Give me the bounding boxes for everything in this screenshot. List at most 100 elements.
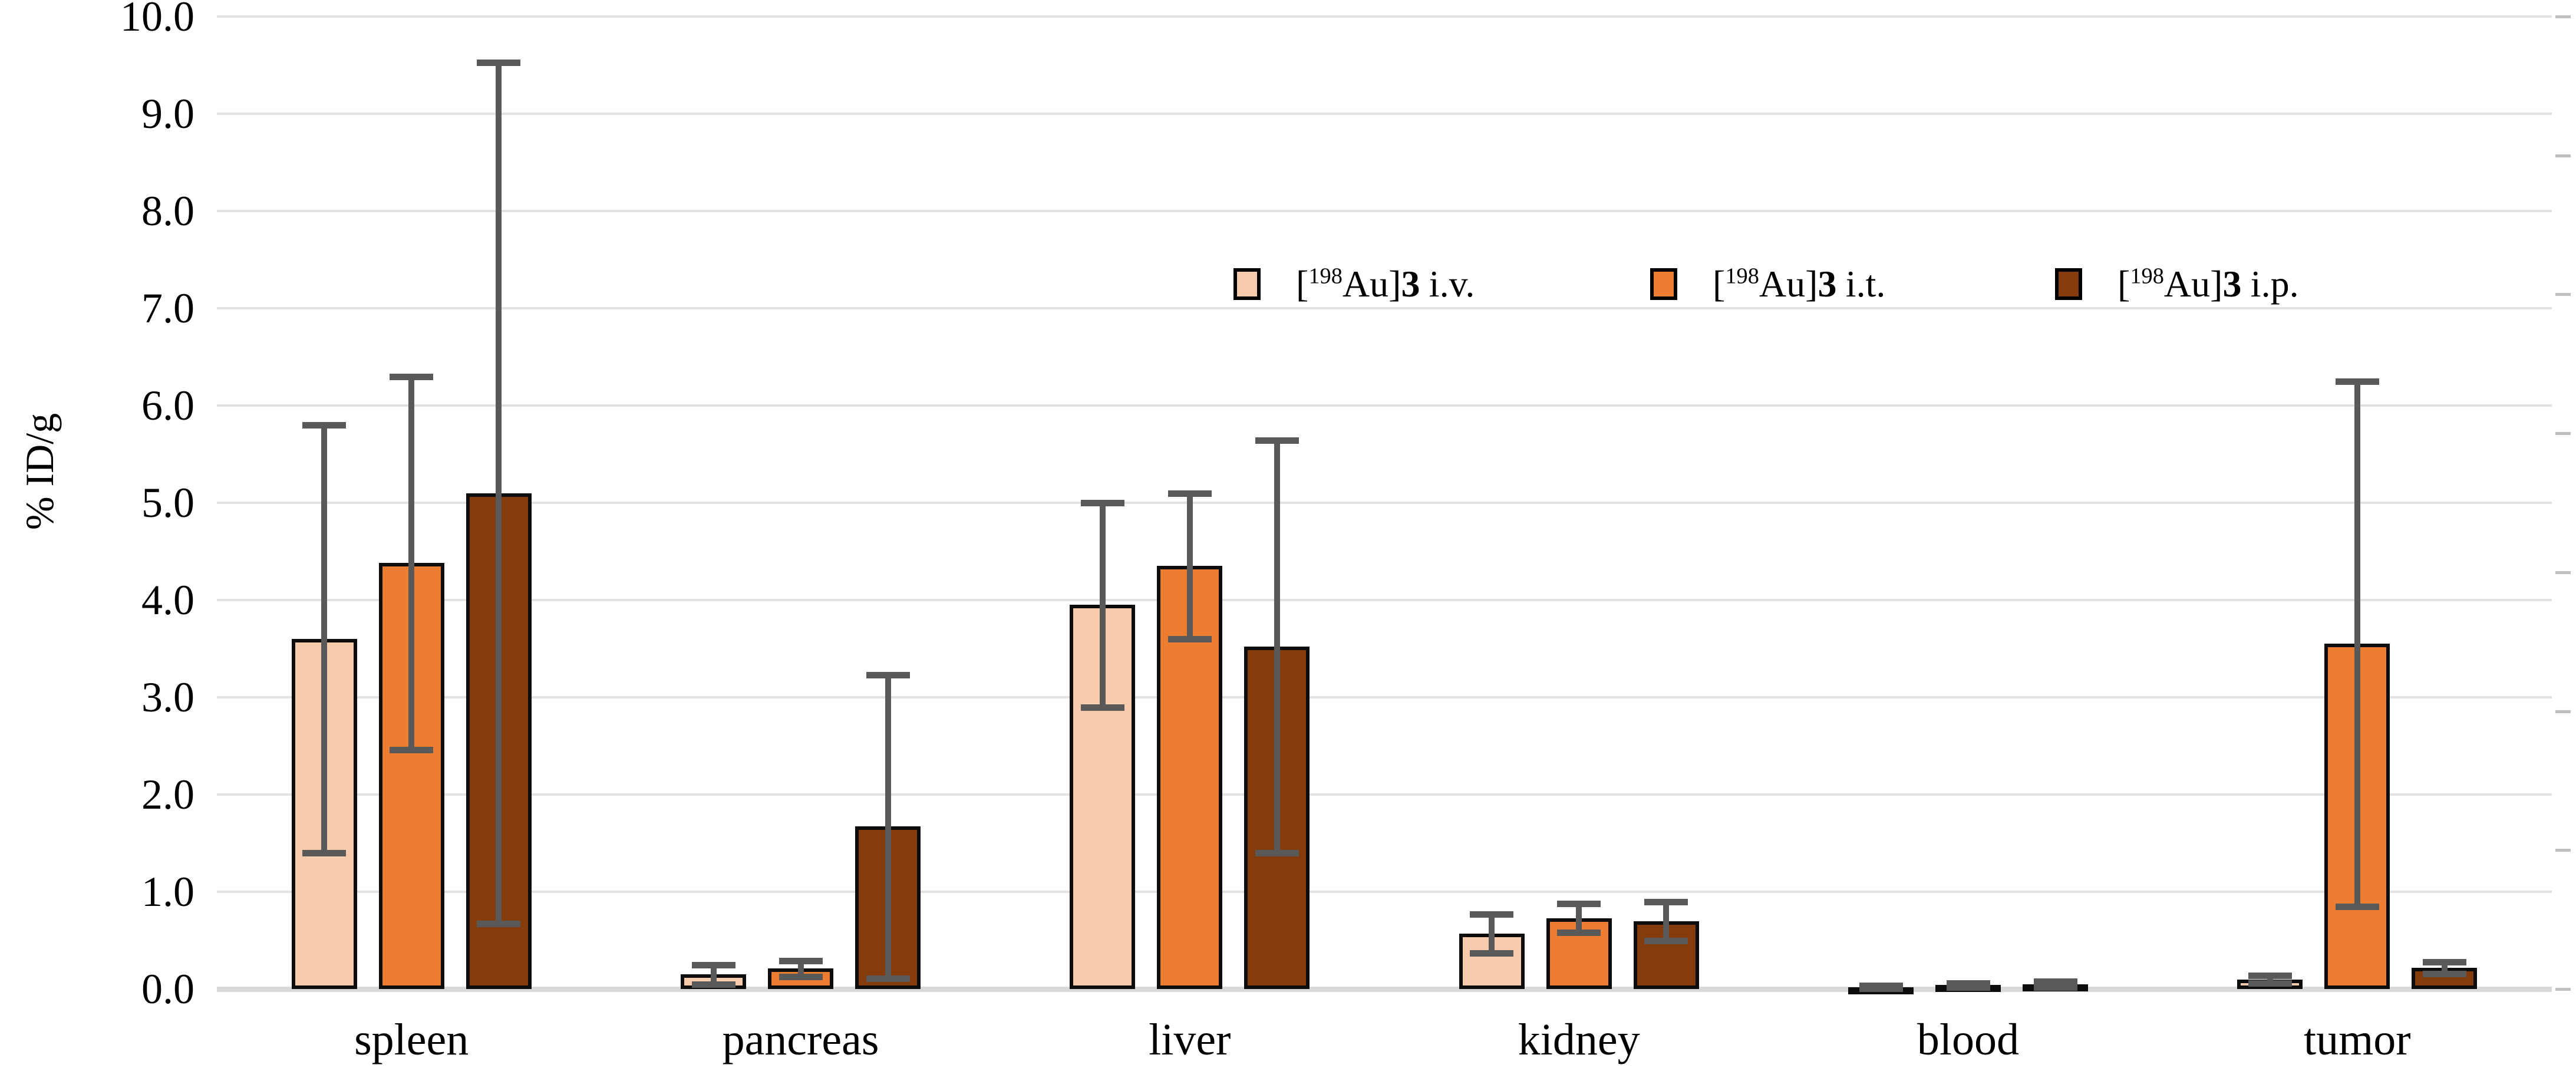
error-bar-bottom-cap <box>302 850 347 856</box>
error-bar-top-cap <box>2033 978 2077 985</box>
error-bar <box>1489 914 1495 953</box>
category-label: pancreas <box>722 1015 879 1064</box>
error-bar <box>2354 381 2360 907</box>
legend-compound: 3 <box>2222 263 2242 305</box>
y-axis-tick-label: 10.0 <box>120 0 194 40</box>
category-label: tumor <box>2304 1015 2411 1064</box>
gridline <box>217 599 2552 601</box>
legend-label-ip: [198Au]3 i.p. <box>2117 262 2299 306</box>
legend-swatch-it-icon <box>1650 268 1677 300</box>
error-bar-bottom-cap <box>2335 903 2379 910</box>
error-bar-bottom-cap <box>779 973 823 980</box>
error-bar <box>2267 975 2273 984</box>
error-bar-bottom-cap <box>1080 704 1124 711</box>
error-bar-top-cap <box>477 59 521 66</box>
right-axis-minor-tick <box>2555 988 2571 991</box>
error-bar <box>2441 961 2448 974</box>
gridline <box>217 404 2552 407</box>
y-axis-tick-label: 4.0 <box>141 576 194 624</box>
error-bar <box>1274 440 1280 853</box>
legend-element: Au] <box>1759 263 1818 305</box>
legend-element: Au] <box>1342 263 1401 305</box>
legend-item-ip: [198Au]3 i.p. <box>2055 262 2299 306</box>
error-bar-bottom-cap <box>1255 850 1299 856</box>
y-axis-tick-label: 3.0 <box>141 674 194 721</box>
error-bar-bottom-cap <box>866 975 910 982</box>
error-bar <box>1663 901 1670 941</box>
legend-isotope: 198 <box>1308 263 1343 289</box>
y-axis-tick-label: 6.0 <box>141 382 194 429</box>
y-axis-tick-label: 5.0 <box>141 479 194 526</box>
error-bar-top-cap <box>2248 972 2292 979</box>
error-bar-bottom-cap <box>1859 985 1903 993</box>
error-bar-top-cap <box>2422 958 2466 965</box>
error-bar <box>1099 503 1106 707</box>
error-bar-top-cap <box>1470 911 1514 918</box>
legend-swatch-iv-icon <box>1233 268 1261 300</box>
error-bar <box>496 62 502 924</box>
error-bar-top-cap <box>1557 900 1601 907</box>
error-bar-top-cap <box>779 958 823 965</box>
error-bar-top-cap <box>390 373 434 380</box>
legend-compound: 3 <box>1401 263 1420 305</box>
error-bar-bottom-cap <box>1644 937 1688 944</box>
error-bar <box>710 964 717 984</box>
error-bar-bottom-cap <box>1470 950 1514 957</box>
error-bar-top-cap <box>2335 378 2379 385</box>
category-label: kidney <box>1518 1015 1640 1064</box>
gridline <box>217 15 2552 18</box>
gridline <box>217 696 2552 698</box>
error-bar-top-cap <box>691 961 735 968</box>
right-axis-minor-tick <box>2555 849 2571 852</box>
error-bar-bottom-cap <box>390 747 434 754</box>
legend-route: i.v. <box>1429 263 1475 305</box>
error-bar-top-cap <box>1644 898 1688 905</box>
error-bar-bottom-cap <box>691 981 735 988</box>
error-bar <box>885 675 891 978</box>
error-bar <box>408 376 415 750</box>
y-axis-tick-label: 0.0 <box>141 965 194 1013</box>
gridline <box>217 502 2552 504</box>
y-axis-tick-label: 8.0 <box>141 187 194 235</box>
error-bar-top-cap <box>866 672 910 679</box>
y-axis-tick-label: 1.0 <box>141 868 194 915</box>
right-axis-minor-tick <box>2555 15 2571 18</box>
gridline <box>217 793 2552 796</box>
legend-route: i.t. <box>1845 263 1886 305</box>
error-bar-bottom-cap <box>2248 980 2292 987</box>
right-axis-minor-tick <box>2555 154 2571 157</box>
y-axis-tick-label: 2.0 <box>141 771 194 818</box>
y-axis-tick-label: 9.0 <box>141 90 194 137</box>
category-label: blood <box>1917 1015 2020 1064</box>
legend-item-iv: [198Au]3 i.v. <box>1233 262 1475 306</box>
error-bar-top-cap <box>1255 437 1299 444</box>
error-bar-top-cap <box>1080 500 1124 506</box>
error-bar-bottom-cap <box>2422 970 2466 977</box>
legend-bracket: [ <box>1713 263 1726 305</box>
legend-isotope: 198 <box>2130 263 2164 289</box>
gridline <box>217 113 2552 115</box>
error-bar-top-cap <box>1167 490 1212 497</box>
error-bar <box>797 961 804 977</box>
y-axis-tick-label: 7.0 <box>141 285 194 332</box>
error-bar-bottom-cap <box>2033 984 2077 991</box>
legend-bracket: [ <box>1296 263 1309 305</box>
gridline <box>217 307 2552 309</box>
legend-label-it: [198Au]3 i.t. <box>1713 262 1885 306</box>
category-label: liver <box>1149 1015 1231 1064</box>
error-bar-bottom-cap <box>1946 984 1990 991</box>
legend-item-it: [198Au]3 i.t. <box>1650 262 1885 306</box>
error-bar <box>1576 903 1582 933</box>
error-bar-top-cap <box>302 422 347 429</box>
right-axis-minor-tick <box>2555 571 2571 574</box>
right-axis-minor-tick <box>2555 710 2571 713</box>
legend-swatch-ip-icon <box>2055 268 2082 300</box>
error-bar <box>1186 493 1193 639</box>
gridline <box>217 891 2552 893</box>
legend-element: Au] <box>2163 263 2223 305</box>
legend-route: i.p. <box>2250 263 2299 305</box>
right-axis-minor-tick <box>2555 293 2571 296</box>
gridline <box>217 210 2552 212</box>
legend-compound: 3 <box>1818 263 1837 305</box>
